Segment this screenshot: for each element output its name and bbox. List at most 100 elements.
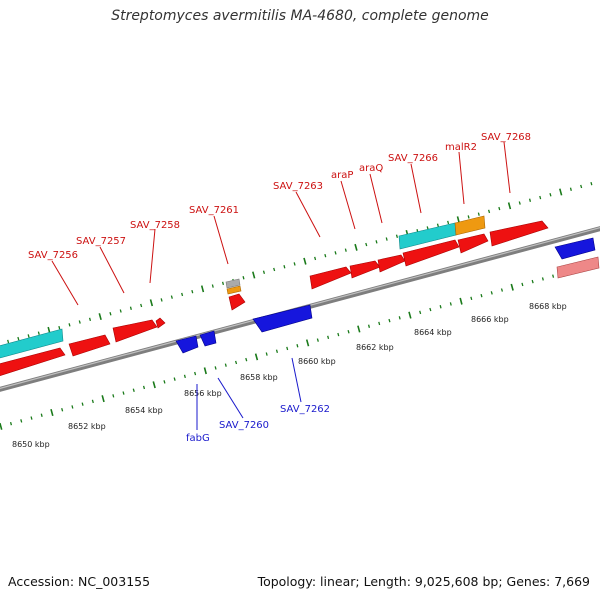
minor-tick	[395, 234, 399, 238]
major-tick	[252, 271, 256, 279]
cds-feature[interactable]	[175, 335, 199, 354]
minor-tick	[367, 324, 371, 328]
major-tick	[507, 202, 512, 210]
gene-label[interactable]: SAV_7263	[273, 181, 323, 192]
minor-tick	[7, 339, 10, 344]
minor-tick	[68, 323, 71, 327]
minor-tick	[211, 284, 214, 288]
minor-tick	[569, 187, 572, 191]
minor-tick	[480, 293, 483, 298]
gene-label[interactable]: SAV_7256	[28, 250, 78, 261]
minor-tick	[316, 338, 319, 342]
scale-label: 8664 kbp	[414, 328, 452, 337]
minor-tick	[78, 320, 81, 324]
minor-tick	[234, 360, 238, 365]
minor-tick	[398, 316, 401, 320]
minor-tick	[221, 281, 225, 286]
major-tick	[459, 297, 463, 305]
gene-label[interactable]: araQ	[359, 163, 383, 174]
major-tick	[200, 285, 205, 293]
cds-feature[interactable]	[199, 330, 217, 347]
gene-label[interactable]: SAV_7258	[130, 220, 180, 231]
minor-tick	[160, 298, 163, 302]
minor-tick	[183, 374, 186, 379]
minor-tick	[119, 309, 122, 313]
minor-tick	[590, 181, 593, 186]
minor-tick	[467, 215, 470, 219]
forward-leaders	[51, 141, 511, 306]
minor-tick	[20, 419, 23, 423]
cds-feature[interactable]	[155, 317, 166, 329]
major-tick	[305, 339, 310, 347]
minor-tick	[142, 385, 146, 390]
minor-tick	[419, 310, 422, 315]
cds-feature[interactable]	[252, 304, 313, 333]
pink-feature[interactable]	[556, 256, 600, 279]
minor-tick	[30, 416, 33, 420]
minor-tick	[293, 262, 296, 266]
minor-tick	[528, 198, 532, 202]
small-feature[interactable]	[226, 285, 242, 295]
minor-tick	[173, 377, 176, 381]
cds-feature[interactable]	[349, 260, 381, 279]
cds-feature[interactable]	[489, 220, 549, 247]
minor-tick	[296, 344, 299, 348]
minor-tick	[163, 380, 166, 384]
scale-label: 8650 kbp	[12, 440, 50, 449]
scale-label: 8658 kbp	[240, 373, 278, 382]
cds-feature[interactable]	[457, 233, 489, 254]
cds-feature[interactable]	[309, 266, 352, 290]
minor-tick	[265, 352, 268, 356]
major-tick	[354, 243, 358, 251]
minor-tick	[140, 303, 143, 308]
major-tick	[203, 367, 207, 375]
gene-label[interactable]: SAV_7257	[76, 236, 126, 247]
cds-feature[interactable]	[0, 347, 66, 377]
minor-tick	[37, 331, 40, 335]
scale-label: 8660 kbp	[298, 357, 336, 366]
major-tick	[357, 325, 361, 333]
minor-tick	[132, 388, 135, 392]
minor-tick	[275, 349, 279, 353]
cds-feature[interactable]	[554, 237, 596, 260]
gene-label[interactable]: SAV_7266	[388, 153, 438, 164]
minor-tick	[286, 346, 289, 351]
major-tick	[149, 299, 154, 307]
minor-tick	[378, 321, 381, 326]
small-feature[interactable]	[225, 278, 241, 289]
minor-tick	[449, 302, 452, 306]
minor-tick	[314, 256, 317, 261]
topology-text: Topology: linear; Length: 9,025,608 bp; …	[257, 574, 590, 589]
minor-tick	[429, 307, 432, 312]
minor-tick	[344, 248, 347, 252]
gene-label[interactable]: araP	[331, 170, 353, 181]
gene-label[interactable]: SAV_7261	[189, 205, 239, 216]
cds-feature[interactable]	[377, 254, 406, 273]
gene-label[interactable]: SAV_7262	[280, 404, 330, 415]
minor-tick	[552, 274, 555, 278]
gene-label[interactable]: fabG	[186, 433, 210, 444]
minor-tick	[375, 240, 378, 244]
cds-feature[interactable]	[68, 334, 111, 357]
major-tick	[559, 188, 563, 196]
minor-tick	[531, 279, 534, 284]
cds-feature[interactable]	[402, 239, 460, 267]
minor-tick	[549, 193, 552, 197]
minor-tick	[477, 212, 480, 216]
orange-feature[interactable]	[454, 215, 486, 236]
reverse-leaders	[196, 357, 302, 430]
cds-feature[interactable]	[0, 328, 64, 359]
major-tick	[101, 395, 105, 403]
reverse-features	[175, 237, 600, 354]
minor-tick	[447, 220, 450, 225]
gene-label[interactable]: SAV_7260	[219, 420, 269, 431]
minor-tick	[40, 413, 43, 417]
cds-feature[interactable]	[228, 293, 246, 311]
minor-tick	[580, 184, 583, 189]
upper-scale-ruler	[7, 181, 593, 344]
cds-feature[interactable]	[112, 319, 158, 343]
minor-tick	[71, 405, 74, 409]
gene-label[interactable]: SAV_7268	[481, 132, 531, 143]
gene-label[interactable]: malR2	[445, 142, 477, 153]
minor-tick	[490, 291, 493, 295]
